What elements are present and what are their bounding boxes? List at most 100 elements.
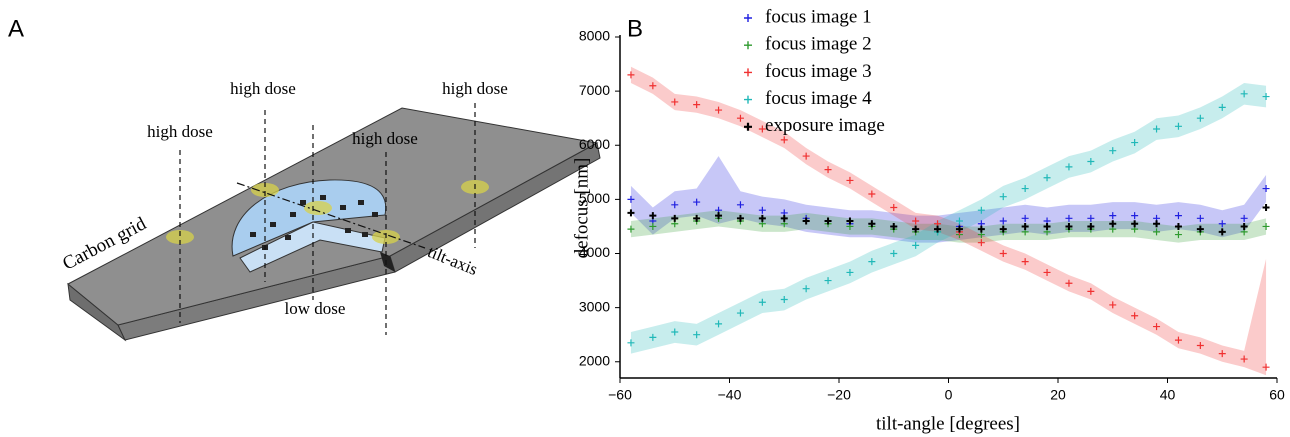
point — [846, 268, 854, 276]
y-tick-label: 6000 — [579, 136, 610, 152]
point — [1109, 220, 1117, 228]
dose-label: high dose — [147, 122, 213, 141]
point — [715, 106, 723, 114]
point — [1109, 301, 1117, 309]
point — [1218, 350, 1226, 358]
legend-label: exposure image — [765, 115, 885, 136]
x-tick-label: 60 — [1269, 387, 1285, 403]
point — [1174, 336, 1182, 344]
point — [802, 152, 810, 160]
point — [890, 250, 898, 258]
point — [1131, 312, 1139, 320]
band — [630, 210, 1267, 243]
point — [955, 225, 963, 233]
point — [955, 217, 963, 225]
y-tick-label: 8000 — [579, 28, 610, 44]
point — [1174, 212, 1182, 220]
point — [1262, 222, 1270, 230]
tilt-axis-line — [236, 182, 426, 249]
point — [1174, 222, 1182, 230]
x-tick-label: 40 — [1160, 387, 1176, 403]
point — [1262, 204, 1270, 211]
point — [824, 277, 832, 285]
point — [1131, 220, 1139, 228]
legend: focus image 1 focus image 2 focus image 3 f… — [744, 6, 885, 136]
point — [1153, 220, 1161, 228]
point — [649, 212, 657, 220]
point — [1174, 231, 1182, 239]
point — [868, 258, 876, 266]
point — [715, 212, 723, 220]
point — [1065, 279, 1073, 287]
point — [693, 198, 701, 206]
dose-spots — [166, 180, 489, 244]
point — [1240, 355, 1248, 363]
point — [1262, 185, 1270, 193]
point — [1021, 258, 1029, 266]
point — [627, 339, 635, 347]
point — [627, 209, 635, 217]
legend-label: focus image 4 — [765, 88, 872, 109]
point — [1262, 363, 1270, 371]
point — [627, 195, 635, 203]
point — [1218, 220, 1226, 228]
point — [1087, 157, 1095, 165]
band — [630, 156, 1267, 243]
point — [758, 298, 766, 306]
point — [693, 331, 701, 339]
point — [977, 225, 985, 233]
point — [1240, 222, 1248, 230]
point — [1087, 214, 1095, 222]
point — [758, 214, 766, 222]
legend-label: focus image 3 — [765, 61, 872, 82]
point — [671, 214, 679, 222]
point — [1240, 90, 1248, 98]
legend-marker — [744, 95, 752, 104]
point — [736, 201, 744, 209]
point — [736, 309, 744, 317]
point — [627, 71, 635, 79]
point — [649, 333, 657, 341]
point — [671, 201, 679, 209]
y-tick-label: 3000 — [579, 298, 610, 314]
point — [649, 222, 657, 230]
axes: 2000 3000 4000 5000 6000 7000 8000 −60 −40 −20 0 20… — [579, 28, 1285, 403]
point — [736, 114, 744, 122]
point — [1065, 214, 1073, 222]
point — [1087, 222, 1095, 230]
point — [824, 166, 832, 174]
point — [758, 206, 766, 214]
dose-label: high dose — [442, 79, 508, 98]
y-tick-label: 4000 — [579, 244, 610, 260]
point — [977, 239, 985, 247]
point — [1196, 114, 1204, 122]
point — [890, 204, 898, 211]
point — [715, 320, 723, 328]
legend-marker — [744, 122, 752, 131]
point — [846, 176, 854, 184]
point — [1021, 214, 1029, 222]
point — [1174, 122, 1182, 130]
point — [1153, 323, 1161, 331]
cut-face — [231, 179, 387, 257]
point — [780, 296, 788, 304]
legend-label: focus image 1 — [765, 6, 872, 27]
dose-lines — [179, 103, 476, 335]
y-tick-label: 7000 — [579, 82, 610, 98]
point — [1043, 222, 1051, 230]
point — [1196, 342, 1204, 350]
point — [802, 217, 810, 225]
cut-edge — [380, 252, 395, 272]
point — [890, 222, 898, 230]
point — [1153, 228, 1161, 236]
x-tick-label: −40 — [718, 387, 742, 403]
point — [999, 217, 1007, 225]
point — [934, 225, 942, 233]
point — [671, 98, 679, 106]
band — [630, 66, 1267, 376]
point — [868, 220, 876, 228]
y-tick-label: 2000 — [579, 352, 610, 368]
point — [912, 217, 920, 225]
point — [977, 206, 985, 214]
